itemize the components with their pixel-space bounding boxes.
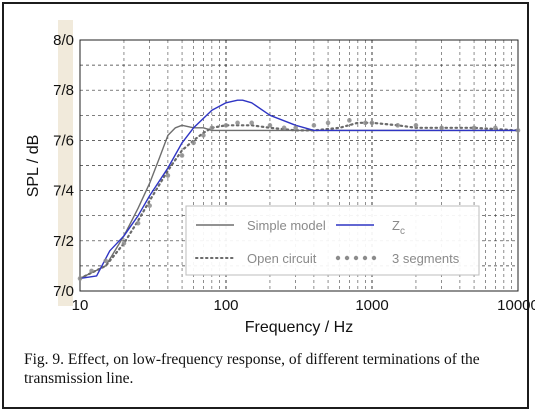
series-3-segments xyxy=(77,118,521,281)
data-point-3-segments xyxy=(103,258,109,264)
data-point-3-segments xyxy=(363,120,368,126)
data-point-3-segments xyxy=(347,118,352,123)
legend: Simple model Zc Open circuit 3 segments xyxy=(185,205,480,276)
data-point-3-segments xyxy=(235,120,240,126)
legend-swatch-3-segments xyxy=(335,255,377,261)
data-point-3-segments xyxy=(413,123,419,128)
data-point-3-segments xyxy=(165,173,171,178)
legend-label-3-segments: 3 segments xyxy=(392,251,460,266)
y-tick-label-band xyxy=(58,20,73,306)
legend-marker xyxy=(371,255,377,261)
data-point-3-segments xyxy=(311,123,317,128)
data-point-3-segments xyxy=(293,125,298,131)
data-point-3-segments xyxy=(191,140,196,146)
data-point-3-segments xyxy=(395,123,401,128)
legend-label-simple-model: Simple model xyxy=(247,218,326,233)
y-tick-label: 7/4 xyxy=(53,183,74,200)
x-tick-label: 10 xyxy=(72,297,89,314)
legend-label-zc-subscript: c xyxy=(400,226,405,237)
plot-border xyxy=(79,39,519,292)
y-tick-labels: 7/0 7/2 7/4 7/6 7/8 8/0 xyxy=(53,32,74,300)
legend-box xyxy=(185,205,480,276)
x-tick-label: 1000 xyxy=(355,297,388,314)
y-axis-title: SPL / dB xyxy=(25,135,42,198)
legend-label-open-circuit: Open circuit xyxy=(247,251,317,266)
data-point-3-segments xyxy=(89,268,94,274)
legend-marker xyxy=(353,255,359,261)
legend-label-zc-main: Z xyxy=(392,218,400,233)
data-point-3-segments xyxy=(147,203,152,208)
y-tick-label: 7/8 xyxy=(53,82,74,99)
data-point-3-segments xyxy=(135,220,141,226)
data-point-3-segments xyxy=(493,125,498,131)
y-tick-label: 7/6 xyxy=(53,132,74,149)
data-point-3-segments xyxy=(281,125,287,131)
data-point-3-segments xyxy=(267,123,273,128)
y-tick-label: 8/0 xyxy=(53,32,74,49)
data-point-3-segments xyxy=(209,125,215,131)
series-line-open-circuit xyxy=(78,121,520,280)
data-point-3-segments xyxy=(201,133,206,138)
data-point-3-segments xyxy=(439,125,444,131)
legend-marker xyxy=(362,255,368,261)
y-tick-label: 7/2 xyxy=(53,233,74,250)
data-point-3-segments xyxy=(471,125,477,131)
data-point-3-segments xyxy=(515,128,521,133)
x-tick-label: 10000 xyxy=(497,297,535,314)
data-point-3-segments xyxy=(325,120,331,126)
data-point-3-segments xyxy=(121,241,127,246)
legend-marker xyxy=(344,255,350,261)
legend-label-zc: Zc xyxy=(392,218,405,237)
figure-caption: Fig. 9. Effect, on low-frequency respons… xyxy=(24,351,480,387)
data-point-3-segments xyxy=(369,120,375,126)
data-point-3-segments xyxy=(77,276,83,281)
x-axis-title: Frequency / Hz xyxy=(245,319,353,336)
series-layer xyxy=(77,99,521,281)
y-tick-label: 7/0 xyxy=(53,283,74,300)
data-point-3-segments xyxy=(223,123,229,128)
x-tick-label: 100 xyxy=(213,297,238,314)
data-point-3-segments xyxy=(249,120,255,126)
series-line-z-c xyxy=(79,99,518,280)
legend-marker xyxy=(335,255,341,261)
x-tick-labels: 10 100 1000 10000 xyxy=(72,297,535,314)
data-point-3-segments xyxy=(179,153,185,158)
